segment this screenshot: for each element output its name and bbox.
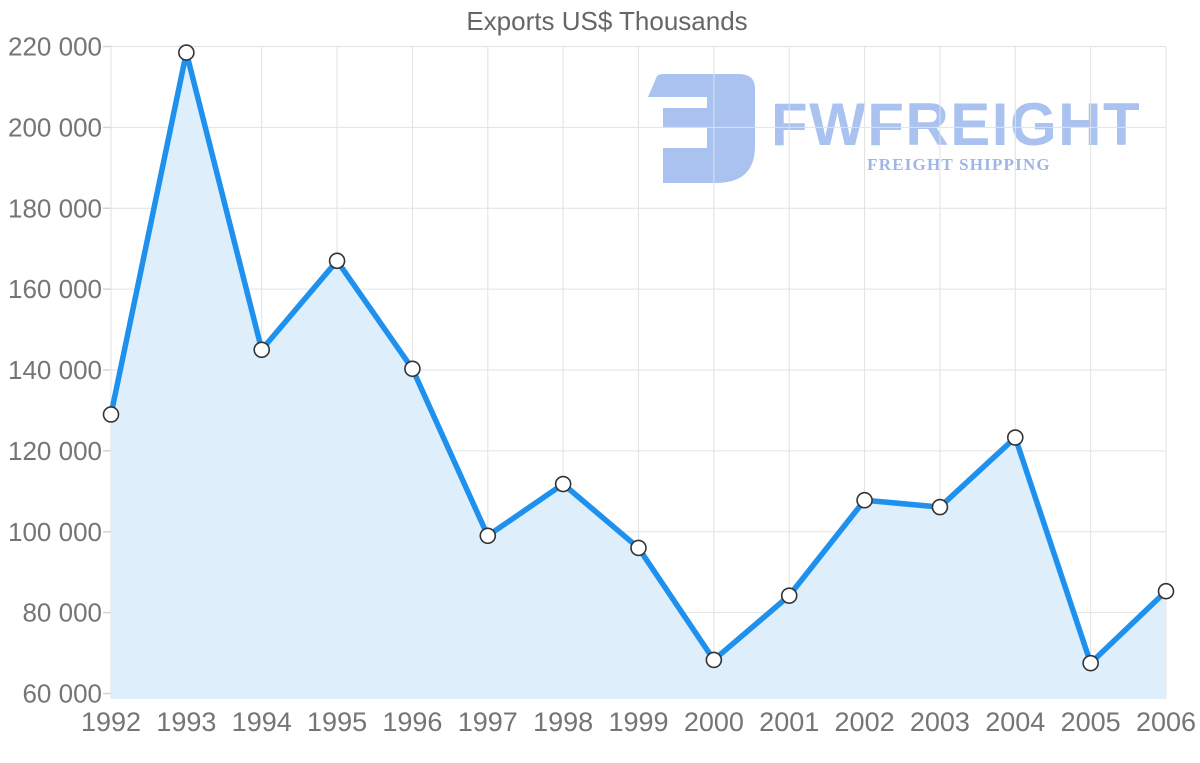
- data-point-2002: [856, 491, 873, 509]
- area-fill: [111, 52, 1166, 700]
- x-tick-label: 1993: [156, 707, 216, 737]
- chart-title: Exports US$ Thousands: [466, 6, 748, 36]
- y-tick-label: 60 000: [22, 679, 102, 709]
- y-tick-label: 200 000: [8, 112, 102, 142]
- x-tick-label: 1992: [81, 707, 141, 737]
- data-point-1992: [102, 406, 120, 423]
- brand-tagline: FREIGHT SHIPPING: [867, 155, 1051, 174]
- x-tick-label: 1995: [307, 707, 367, 737]
- data-point-1993: [178, 44, 195, 61]
- data-point-2003: [931, 498, 949, 516]
- y-tick-label: 180 000: [8, 193, 102, 223]
- y-tick-label: 160 000: [8, 274, 102, 304]
- data-point-2001: [780, 587, 798, 604]
- data-point-2004: [1006, 429, 1024, 446]
- x-tick-label: 2005: [1061, 707, 1121, 737]
- x-tick-label: 1998: [533, 707, 593, 737]
- x-tick-label: 2004: [985, 707, 1045, 737]
- data-point-1994: [253, 341, 271, 359]
- fwfreight-logo-icon: [648, 74, 755, 183]
- x-tick-label: 2002: [835, 707, 895, 737]
- x-tick-label: 2003: [910, 707, 970, 737]
- y-tick-label: 220 000: [8, 32, 102, 62]
- data-point-1998: [554, 475, 572, 493]
- x-tick-label: 2000: [684, 707, 744, 737]
- x-tick-label: 2001: [759, 707, 819, 737]
- data-point-1999: [630, 539, 647, 557]
- data-point-1995: [328, 252, 346, 270]
- y-tick-label: 80 000: [22, 598, 102, 628]
- data-point-2000: [705, 651, 723, 669]
- data-point-1996: [404, 360, 421, 378]
- y-tick-label: 100 000: [8, 517, 102, 547]
- x-tick-label: 1997: [458, 707, 518, 737]
- data-point-2005: [1082, 654, 1099, 672]
- y-tick-label: 120 000: [8, 436, 102, 466]
- y-tick-label: 140 000: [8, 355, 102, 385]
- brand-name: FWFREIGHT: [771, 91, 1142, 158]
- x-tick-label: 1996: [382, 707, 442, 737]
- x-tick-label: 2006: [1136, 707, 1196, 737]
- data-point-1997: [479, 527, 497, 545]
- x-tick-label: 1994: [232, 707, 292, 737]
- x-tick-label: 1999: [608, 707, 668, 737]
- data-point-2006: [1157, 582, 1175, 600]
- logo-glyph: [648, 74, 755, 183]
